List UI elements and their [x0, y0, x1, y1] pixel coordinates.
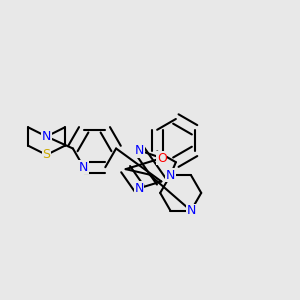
Text: S: S — [43, 148, 50, 161]
Text: N: N — [166, 169, 175, 182]
Text: N: N — [134, 182, 144, 195]
Text: N: N — [42, 130, 51, 143]
Text: N: N — [79, 161, 88, 174]
Text: N: N — [135, 144, 144, 157]
Text: O: O — [157, 152, 167, 165]
Text: N: N — [186, 204, 196, 217]
